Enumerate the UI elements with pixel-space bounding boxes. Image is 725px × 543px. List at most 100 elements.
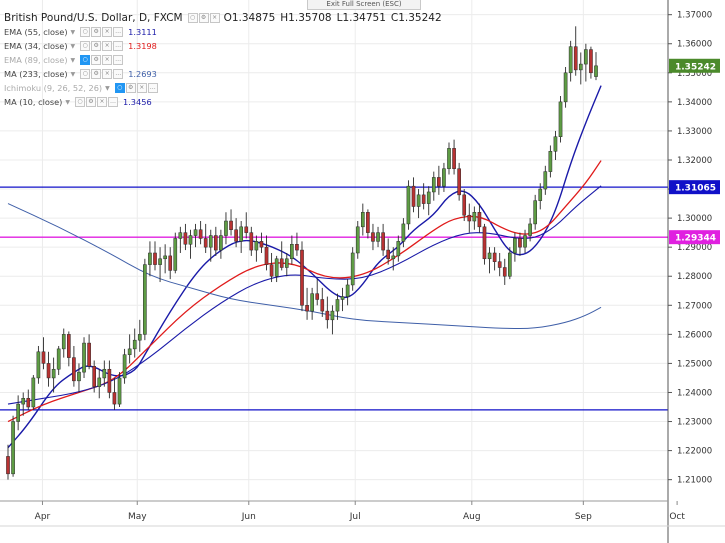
candle[interactable] — [21, 392, 26, 416]
candle[interactable] — [558, 96, 563, 143]
candle[interactable] — [553, 130, 558, 160]
candle[interactable] — [254, 235, 259, 262]
indicator-row[interactable]: EMA (34, close) ▼ ○ ⚙ ×… 1.3198 — [4, 39, 447, 53]
candle[interactable] — [153, 241, 157, 271]
candle[interactable] — [396, 235, 401, 262]
candle[interactable] — [46, 351, 51, 387]
candle[interactable] — [487, 247, 492, 274]
candle[interactable] — [107, 360, 112, 399]
candle[interactable] — [502, 258, 507, 285]
candle[interactable] — [406, 180, 411, 230]
candle[interactable] — [11, 415, 15, 477]
settings-icon[interactable]: ⚙ — [86, 97, 96, 107]
close-icon[interactable]: × — [136, 83, 147, 93]
candle[interactable] — [193, 223, 198, 248]
settings-icon[interactable]: ⚙ — [91, 69, 102, 79]
candle[interactable] — [381, 223, 385, 256]
candle[interactable] — [482, 223, 487, 265]
dropdown-caret-icon[interactable]: ▼ — [70, 42, 76, 50]
candle[interactable] — [548, 145, 553, 178]
candle[interactable] — [462, 189, 467, 222]
moving-average-line[interactable] — [7, 85, 602, 449]
candle[interactable] — [61, 328, 66, 358]
candle[interactable] — [320, 287, 325, 317]
moving-average-line[interactable] — [7, 160, 602, 423]
candle[interactable] — [518, 232, 522, 256]
candle[interactable] — [72, 345, 76, 387]
candle[interactable] — [284, 252, 289, 277]
candle[interactable] — [442, 162, 446, 192]
candle[interactable] — [224, 212, 228, 245]
settings-icon[interactable]: ⚙ — [91, 55, 102, 65]
candle[interactable] — [143, 258, 147, 341]
candle[interactable] — [330, 305, 335, 335]
candle[interactable] — [26, 389, 31, 410]
more-icon[interactable]: … — [113, 69, 124, 79]
more-icon[interactable]: … — [113, 55, 124, 65]
candle[interactable] — [259, 232, 264, 253]
candle[interactable] — [447, 142, 451, 175]
candle[interactable] — [437, 165, 441, 195]
candle[interactable] — [117, 372, 122, 408]
candle[interactable] — [16, 395, 20, 431]
candle[interactable] — [310, 287, 314, 320]
candle[interactable] — [188, 229, 193, 259]
candle[interactable] — [132, 328, 137, 358]
candle[interactable] — [279, 241, 284, 271]
candle[interactable] — [345, 279, 350, 306]
candle[interactable] — [508, 247, 512, 280]
candle[interactable] — [366, 209, 370, 239]
hide-icon[interactable]: ○ — [80, 27, 91, 37]
hide-icon[interactable]: ○ — [187, 12, 198, 23]
close-icon[interactable]: × — [102, 69, 113, 79]
settings-icon[interactable]: ⚙ — [198, 12, 209, 23]
indicator-row[interactable]: EMA (89, close) ▼ ○ ⚙ ×… — [4, 53, 447, 67]
candle[interactable] — [183, 223, 188, 251]
candle[interactable] — [102, 360, 107, 387]
dropdown-caret-icon[interactable]: ▼ — [105, 84, 110, 92]
indicator-row[interactable]: Ichimoku (9, 26, 52, 26) ▼ ○ ⚙ ×… — [4, 81, 447, 95]
candle[interactable] — [472, 206, 477, 230]
candle[interactable] — [122, 348, 127, 384]
candle[interactable] — [523, 229, 527, 253]
indicator-row[interactable]: EMA (55, close) ▼ ○ ⚙ ×… 1.3111 — [4, 25, 447, 39]
candle[interactable] — [513, 232, 517, 262]
dropdown-caret-icon[interactable]: ▼ — [70, 70, 76, 78]
candle[interactable] — [391, 247, 396, 271]
candle[interactable] — [67, 331, 71, 367]
candle[interactable] — [528, 218, 532, 242]
candle[interactable] — [97, 369, 102, 399]
candle[interactable] — [325, 296, 330, 329]
close-icon[interactable]: × — [102, 55, 113, 65]
moving-average-line[interactable] — [7, 203, 602, 330]
candle[interactable] — [82, 337, 86, 378]
candle[interactable] — [386, 238, 390, 265]
settings-icon[interactable]: ⚙ — [91, 41, 102, 51]
candle[interactable] — [264, 235, 269, 271]
candle[interactable] — [355, 221, 360, 259]
candle[interactable] — [538, 183, 543, 210]
candle[interactable] — [163, 244, 167, 274]
candle[interactable] — [568, 40, 573, 82]
candle[interactable] — [563, 66, 568, 108]
settings-icon[interactable]: ⚙ — [91, 27, 102, 37]
indicator-row[interactable]: MA (10, close) ▼ ○ ⚙ ×… 1.3456 — [4, 95, 447, 109]
candle[interactable] — [274, 255, 279, 283]
candle[interactable] — [92, 360, 96, 393]
candle[interactable] — [219, 229, 223, 259]
candle[interactable] — [416, 189, 421, 219]
candle[interactable] — [426, 186, 431, 216]
candle[interactable] — [452, 139, 456, 175]
candle[interactable] — [584, 43, 588, 82]
candle[interactable] — [340, 287, 345, 312]
candle[interactable] — [41, 337, 46, 370]
settings-icon[interactable]: ⚙ — [125, 83, 136, 93]
candle[interactable] — [376, 226, 380, 248]
candle[interactable] — [127, 334, 132, 364]
candle[interactable] — [350, 247, 355, 291]
candle[interactable] — [168, 247, 173, 280]
close-icon[interactable]: × — [97, 97, 107, 107]
candle[interactable] — [87, 334, 91, 370]
candle[interactable] — [178, 226, 183, 253]
